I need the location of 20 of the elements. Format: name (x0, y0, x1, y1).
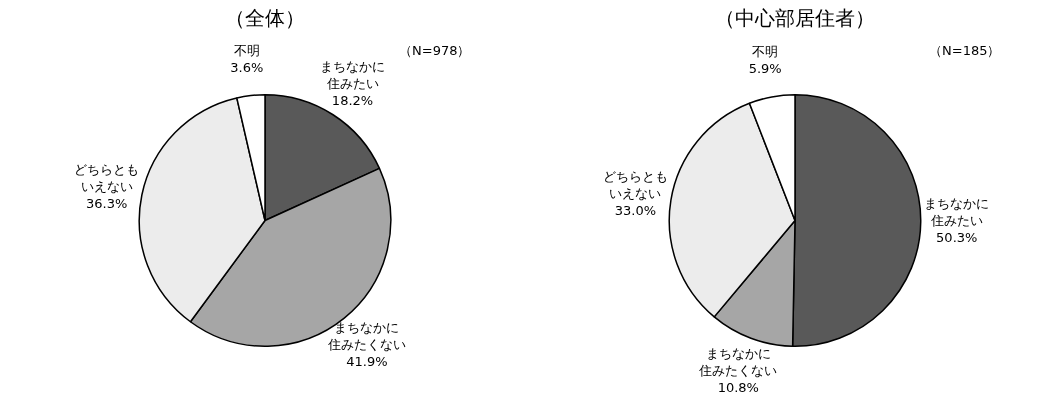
data-label: 36.3% (85, 196, 128, 212)
slice-label: 不明 (233, 42, 260, 58)
slice-label: まちなかに住みたい (924, 196, 990, 229)
data-label: 10.8% (717, 380, 759, 396)
slice-label: まちなかに住みたくない (326, 320, 406, 353)
slice-label: まちなかに住みたい (320, 58, 386, 91)
data-label: 18.2% (331, 92, 374, 108)
chart-title: （全体） (225, 6, 305, 31)
data-label: 50.3% (936, 230, 978, 246)
slice-label: どちらともいえない (602, 168, 668, 201)
text: （N=978） (399, 43, 471, 59)
slice-label: どちらともいえない (74, 162, 140, 195)
slice-label: 不明 (752, 44, 779, 60)
data-label: 5.9% (748, 61, 782, 77)
data-label: 41.9% (346, 354, 388, 370)
text: （N=185） (929, 43, 1001, 59)
slice-label: まちなかに住みたくない (698, 346, 778, 379)
chart-title: （中心部居住者） (715, 6, 875, 31)
data-label: 33.0% (614, 202, 657, 218)
data-label: 3.6% (230, 59, 264, 75)
